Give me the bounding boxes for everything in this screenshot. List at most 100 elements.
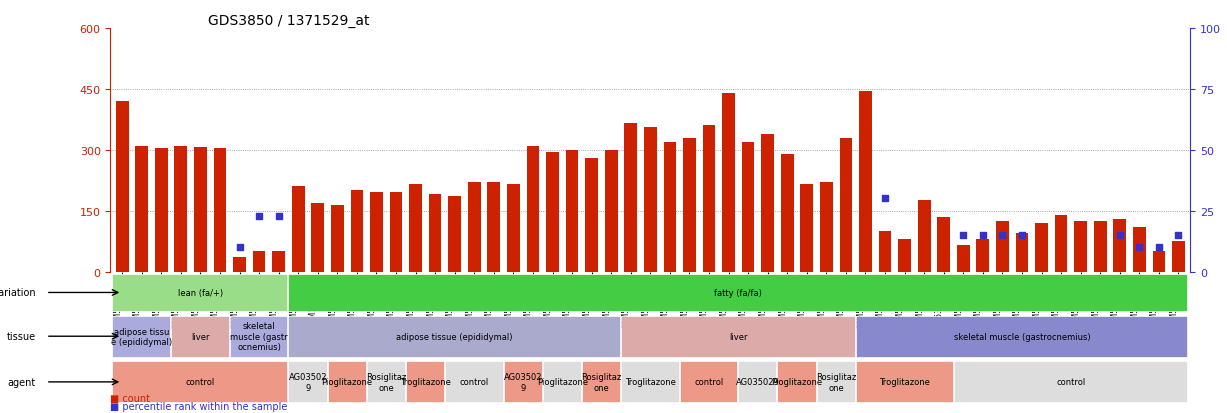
FancyBboxPatch shape bbox=[288, 361, 326, 402]
FancyBboxPatch shape bbox=[817, 361, 855, 402]
Bar bbox=[410, 185, 422, 272]
Bar bbox=[331, 205, 344, 272]
Bar bbox=[428, 195, 442, 272]
Point bbox=[1130, 244, 1150, 251]
Bar bbox=[1152, 252, 1166, 272]
Point bbox=[269, 213, 288, 219]
Bar bbox=[703, 126, 715, 272]
Bar bbox=[820, 183, 833, 272]
Bar bbox=[585, 159, 598, 272]
FancyBboxPatch shape bbox=[621, 361, 679, 402]
FancyBboxPatch shape bbox=[113, 361, 287, 402]
Bar bbox=[918, 201, 930, 272]
Bar bbox=[859, 92, 872, 272]
Bar bbox=[1036, 223, 1048, 272]
Bar bbox=[233, 258, 245, 272]
Bar bbox=[253, 252, 265, 272]
Text: adipose tissue (epididymal): adipose tissue (epididymal) bbox=[396, 332, 513, 341]
Bar bbox=[683, 138, 696, 272]
Bar bbox=[605, 150, 617, 272]
Bar bbox=[174, 146, 188, 272]
Text: Rosiglitaz
one: Rosiglitaz one bbox=[816, 372, 856, 392]
Bar bbox=[194, 147, 207, 272]
FancyBboxPatch shape bbox=[778, 361, 816, 402]
Point bbox=[1148, 244, 1168, 251]
Bar bbox=[546, 152, 558, 272]
Bar bbox=[507, 185, 520, 272]
Text: liver: liver bbox=[729, 332, 747, 341]
Text: control: control bbox=[1056, 377, 1086, 387]
FancyBboxPatch shape bbox=[445, 361, 503, 402]
Bar bbox=[644, 128, 656, 272]
FancyBboxPatch shape bbox=[680, 361, 737, 402]
FancyBboxPatch shape bbox=[406, 361, 444, 402]
Point bbox=[875, 196, 894, 202]
Bar bbox=[742, 142, 755, 272]
Bar bbox=[761, 134, 774, 272]
Bar bbox=[448, 197, 461, 272]
FancyBboxPatch shape bbox=[367, 361, 405, 402]
Bar bbox=[723, 94, 735, 272]
Point bbox=[229, 244, 249, 251]
Text: genotype/variation: genotype/variation bbox=[0, 288, 36, 298]
Bar bbox=[390, 193, 402, 272]
Bar bbox=[839, 138, 853, 272]
Text: adipose tissu
e (epididymal): adipose tissu e (epididymal) bbox=[112, 327, 172, 346]
Bar bbox=[1055, 215, 1067, 272]
Point bbox=[953, 232, 973, 239]
Text: ■ count: ■ count bbox=[110, 393, 151, 403]
Bar bbox=[467, 183, 481, 272]
Bar bbox=[351, 191, 363, 272]
Text: AG03502
9: AG03502 9 bbox=[504, 372, 542, 392]
Text: Troglitazone: Troglitazone bbox=[880, 377, 930, 387]
Text: AG03502
9: AG03502 9 bbox=[288, 372, 328, 392]
Text: Pioglitazone: Pioglitazone bbox=[536, 377, 588, 387]
FancyBboxPatch shape bbox=[229, 316, 287, 357]
Bar bbox=[977, 240, 989, 272]
Bar bbox=[996, 221, 1009, 272]
Text: control: control bbox=[460, 377, 488, 387]
Bar bbox=[272, 252, 285, 272]
Bar bbox=[1133, 227, 1146, 272]
Text: tissue: tissue bbox=[7, 331, 36, 342]
FancyBboxPatch shape bbox=[542, 361, 580, 402]
Text: Pioglitazone: Pioglitazone bbox=[772, 377, 822, 387]
Bar bbox=[898, 240, 910, 272]
FancyBboxPatch shape bbox=[328, 361, 366, 402]
Text: skeletal
muscle (gastr
ocnemius): skeletal muscle (gastr ocnemius) bbox=[231, 322, 288, 351]
Bar bbox=[625, 124, 637, 272]
FancyBboxPatch shape bbox=[503, 361, 542, 402]
Bar bbox=[526, 146, 540, 272]
FancyBboxPatch shape bbox=[113, 316, 171, 357]
FancyBboxPatch shape bbox=[288, 316, 620, 357]
Bar bbox=[1075, 221, 1087, 272]
FancyBboxPatch shape bbox=[288, 274, 1188, 311]
FancyBboxPatch shape bbox=[855, 316, 1188, 357]
Bar bbox=[800, 185, 814, 272]
Text: Pioglitazone: Pioglitazone bbox=[321, 377, 373, 387]
Text: agent: agent bbox=[7, 377, 36, 387]
Point bbox=[249, 213, 269, 219]
Point bbox=[1168, 232, 1188, 239]
Bar bbox=[213, 148, 226, 272]
Bar bbox=[155, 148, 168, 272]
FancyBboxPatch shape bbox=[582, 361, 620, 402]
FancyBboxPatch shape bbox=[113, 274, 287, 311]
Bar bbox=[566, 150, 578, 272]
Text: Rosiglitaz
one: Rosiglitaz one bbox=[582, 372, 622, 392]
Text: Troglitazone: Troglitazone bbox=[400, 377, 450, 387]
FancyBboxPatch shape bbox=[855, 361, 952, 402]
Bar bbox=[664, 142, 676, 272]
Point bbox=[1012, 232, 1032, 239]
Bar bbox=[115, 102, 129, 272]
Text: ■ percentile rank within the sample: ■ percentile rank within the sample bbox=[110, 401, 288, 411]
Text: AG035029: AG035029 bbox=[736, 377, 780, 387]
FancyBboxPatch shape bbox=[621, 316, 855, 357]
FancyBboxPatch shape bbox=[739, 361, 777, 402]
Bar bbox=[1093, 221, 1107, 272]
Bar bbox=[487, 183, 501, 272]
Bar bbox=[1016, 233, 1028, 272]
Bar bbox=[1172, 242, 1185, 272]
Text: control: control bbox=[694, 377, 724, 387]
Text: Troglitazone: Troglitazone bbox=[625, 377, 676, 387]
